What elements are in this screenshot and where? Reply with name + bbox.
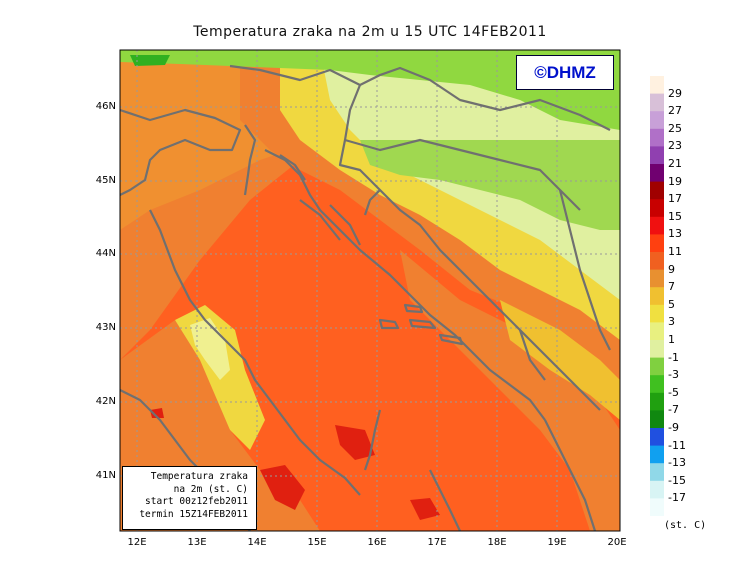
colorbar-label: 23 xyxy=(668,139,682,153)
colorbar-swatch xyxy=(650,199,664,218)
lat-label-43n: 43N xyxy=(95,322,116,333)
lon-label-20e: 20E xyxy=(607,537,627,548)
colorbar-label: 15 xyxy=(668,209,682,223)
map-frame xyxy=(119,49,621,532)
colorbar-label: 19 xyxy=(668,174,682,188)
colorbar-label: -17 xyxy=(668,491,686,505)
info-line-termin: termin 15Z14FEB2011 xyxy=(139,508,248,520)
colorbar-swatch xyxy=(650,463,664,482)
lat-label-45n: 45N xyxy=(95,175,116,186)
colorbar-swatch xyxy=(650,410,664,429)
colorbar-label: -11 xyxy=(668,438,686,452)
colorbar-swatch xyxy=(650,340,664,359)
colorbar-swatch xyxy=(650,480,664,499)
lat-label-46n: 46N xyxy=(95,101,116,112)
colorbar-label: 13 xyxy=(668,227,682,241)
colorbar-label: -1 xyxy=(668,350,679,364)
lon-label-17e: 17E xyxy=(427,537,447,548)
colorbar-swatch xyxy=(650,93,664,112)
lat-label-44n: 44N xyxy=(95,248,116,259)
lon-label-13e: 13E xyxy=(187,537,207,548)
colorbar-label: 27 xyxy=(668,104,682,118)
colorbar-label: -15 xyxy=(668,473,686,487)
colorbar-label: -5 xyxy=(668,385,679,399)
lon-label-15e: 15E xyxy=(307,537,327,548)
lat-label-41n: 41N xyxy=(95,470,116,481)
colorbar-swatch xyxy=(650,76,664,95)
colorbar-swatch xyxy=(650,498,664,516)
colorbar-swatch xyxy=(650,234,664,253)
info-line-units: na 2m (st. C) xyxy=(173,483,248,495)
coastlines xyxy=(120,64,611,531)
colorbar-label: -9 xyxy=(668,421,679,434)
colorbar-swatch xyxy=(650,357,664,376)
info-line-variable: Temperatura zraka xyxy=(150,471,248,482)
lon-label-14e: 14E xyxy=(247,537,267,548)
colorbar-label: 1 xyxy=(668,333,675,346)
colorbar-label: 25 xyxy=(668,121,682,135)
colorbar-swatch xyxy=(650,181,664,200)
colorbar-label: -7 xyxy=(668,403,679,417)
colorbar-label: 5 xyxy=(668,297,675,311)
colorbar-label: 21 xyxy=(668,157,682,170)
colorbar-swatch xyxy=(650,111,664,130)
colorbar-swatch xyxy=(650,428,664,447)
dhmz-credit-logo: ©DHMZ xyxy=(516,55,614,90)
colorbar-swatch xyxy=(650,164,664,183)
lon-label-12e: 12E xyxy=(127,537,147,548)
colorbar-swatch xyxy=(650,146,664,165)
colorbar xyxy=(650,76,664,516)
colorbar-swatch xyxy=(650,252,664,271)
colorbar-swatch xyxy=(650,322,664,341)
colorbar-label: 7 xyxy=(668,280,675,294)
temperature-field xyxy=(120,50,620,531)
lon-label-16e: 16E xyxy=(367,537,387,548)
lon-label-18e: 18E xyxy=(487,537,507,548)
colorbar-label: 17 xyxy=(668,192,682,206)
colorbar-label: 29 xyxy=(668,86,682,100)
colorbar-label: 3 xyxy=(668,315,675,329)
colorbar-swatch xyxy=(650,216,664,235)
colorbar-label: -13 xyxy=(668,456,686,470)
colorbar-swatch xyxy=(650,445,664,464)
colorbar-unit: (st. C) xyxy=(664,520,707,531)
lon-label-19e: 19E xyxy=(547,537,567,548)
colorbar-label: 11 xyxy=(668,245,682,258)
colorbar-label: 9 xyxy=(668,262,675,276)
colorbar-swatch xyxy=(650,392,664,411)
info-box: Temperatura zraka na 2m (st. C) start 00… xyxy=(122,466,257,530)
colorbar-label: -3 xyxy=(668,368,679,382)
colorbar-swatch xyxy=(650,287,664,306)
colorbar-swatch xyxy=(650,269,664,288)
map-title: Temperatura zraka na 2m u 15 UTC 14FEB20… xyxy=(193,24,547,40)
colorbar-swatch xyxy=(650,128,664,147)
colorbar-swatch xyxy=(650,375,664,394)
lat-label-42n: 42N xyxy=(95,396,116,407)
colorbar-swatch xyxy=(650,304,664,323)
info-line-start: start 00z12feb2011 xyxy=(145,496,248,507)
